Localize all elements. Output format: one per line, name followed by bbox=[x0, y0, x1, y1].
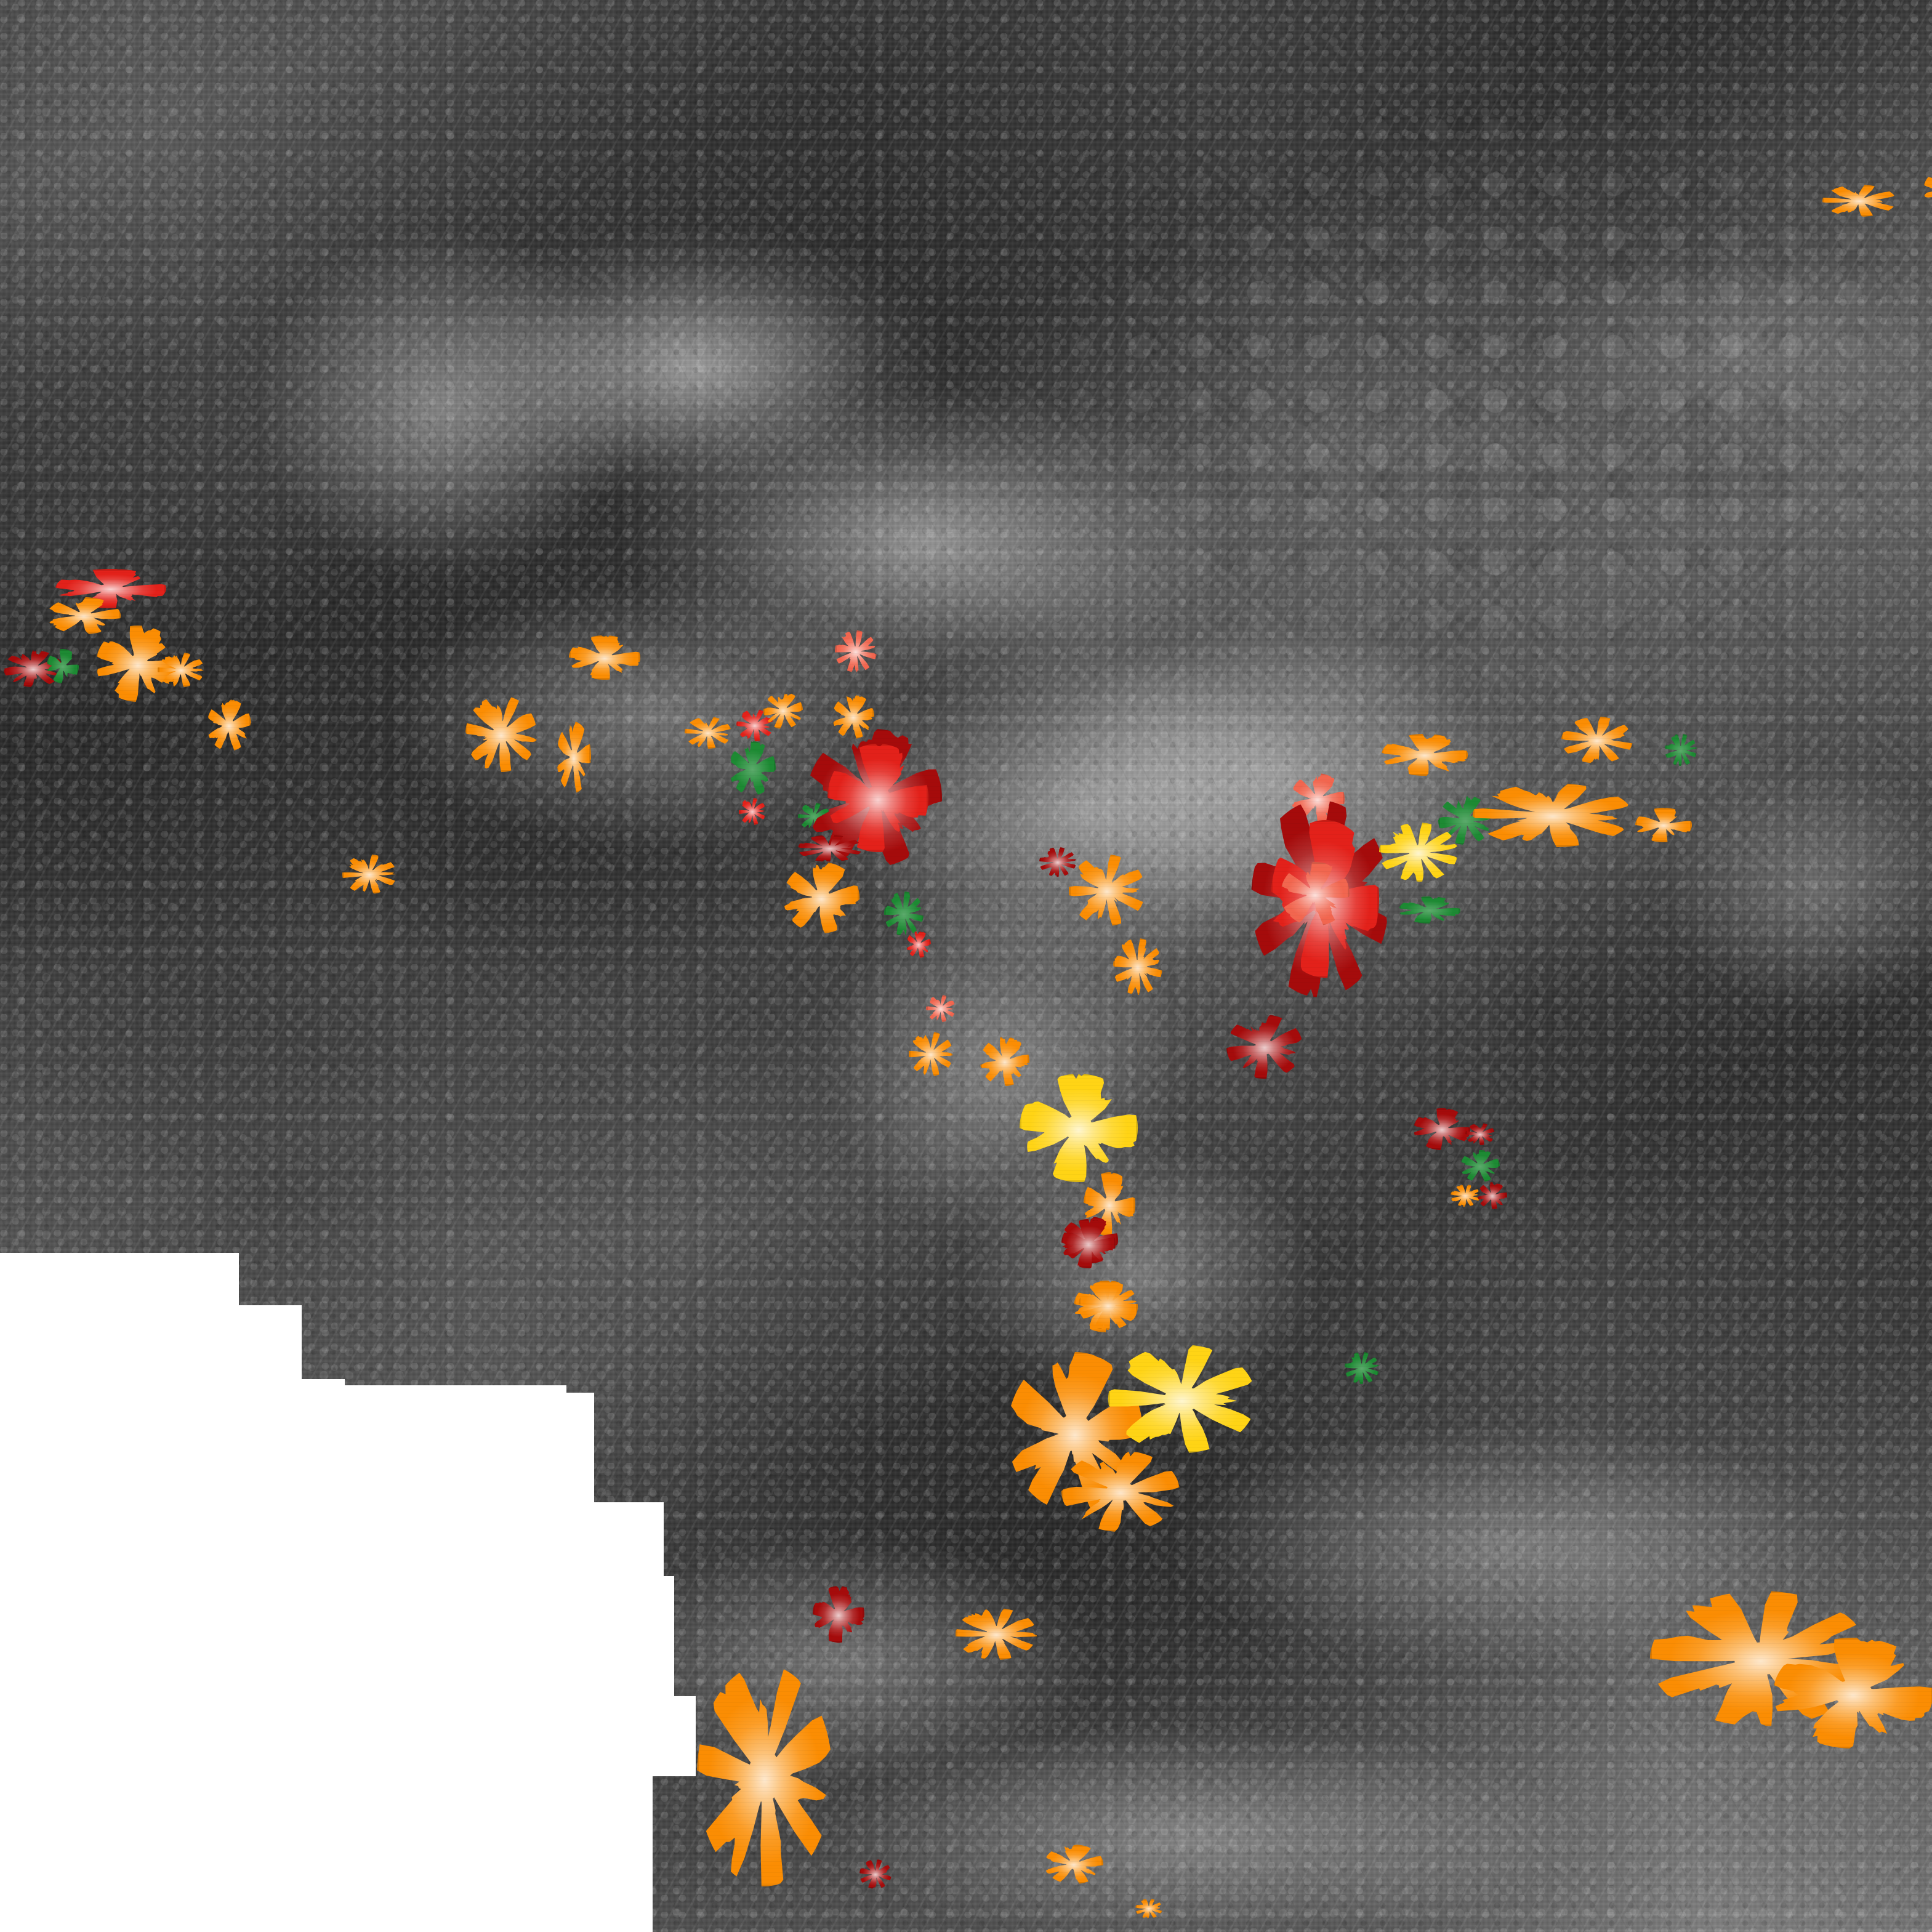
convective-cell-yellow bbox=[1379, 823, 1457, 882]
convective-cell-orange bbox=[1113, 938, 1162, 995]
convective-cell-orange bbox=[342, 855, 396, 894]
convective-cell-darkred bbox=[1465, 1123, 1495, 1145]
convective-cell-orange bbox=[1451, 1185, 1480, 1207]
cell-rim bbox=[813, 1586, 864, 1643]
convective-cell-darkred bbox=[1414, 1108, 1470, 1150]
convective-cell-orange bbox=[158, 653, 204, 687]
convective-cell-green bbox=[1665, 734, 1697, 766]
cell-rim bbox=[980, 1037, 1029, 1086]
cell-rim bbox=[1379, 823, 1457, 882]
cell-rim bbox=[1226, 1015, 1302, 1079]
convective-cell-yellow bbox=[1108, 1345, 1252, 1453]
convective-cell-orange bbox=[697, 1669, 831, 1886]
convective-cell-green bbox=[1461, 1150, 1500, 1182]
convective-cell-yellow bbox=[1020, 1074, 1138, 1182]
convective-cell-green bbox=[884, 892, 924, 936]
cell-rim bbox=[342, 855, 395, 893]
convective-cell-orange bbox=[956, 1608, 1037, 1660]
convective-cell-salmon bbox=[926, 995, 955, 1022]
convective-cell-orange bbox=[763, 693, 803, 729]
cell-rim bbox=[1473, 784, 1628, 847]
cell-rim bbox=[833, 694, 874, 738]
convective-cell-orange bbox=[1635, 808, 1692, 842]
convective-cell-orange bbox=[569, 635, 640, 680]
convective-cell-orange bbox=[685, 717, 731, 749]
convective-cell-orange bbox=[1822, 185, 1894, 217]
cell-rim bbox=[569, 635, 640, 680]
cell-rim bbox=[1046, 1845, 1103, 1883]
cell-rim bbox=[1665, 734, 1697, 766]
convective-cell-green bbox=[1399, 896, 1460, 924]
cell-rim bbox=[1069, 855, 1143, 925]
cell-cold-core bbox=[1478, 1182, 1507, 1209]
cell-rim bbox=[909, 1032, 953, 1076]
convective-cell-orange bbox=[833, 694, 874, 739]
cell-rim bbox=[835, 630, 877, 672]
cell-rim bbox=[956, 1609, 1037, 1660]
convective-cell-orange bbox=[1135, 1899, 1162, 1918]
cell-rim bbox=[763, 693, 803, 728]
cell-rim bbox=[1020, 1074, 1138, 1182]
convective-cell-orange bbox=[980, 1037, 1029, 1086]
convective-cell-darkred bbox=[813, 1586, 864, 1643]
convective-cell-green bbox=[1345, 1352, 1379, 1384]
convective-cell-salmon bbox=[835, 630, 877, 672]
cell-rim bbox=[1414, 1108, 1470, 1150]
cell-rim bbox=[158, 653, 204, 686]
convective-cell-orange bbox=[465, 697, 537, 772]
cell-rim bbox=[1451, 1185, 1479, 1207]
convective-cell-red bbox=[906, 931, 931, 958]
convective-cell-orange bbox=[1045, 1845, 1103, 1884]
cell-rim bbox=[1822, 185, 1894, 217]
convective-cell-orange bbox=[1061, 1451, 1180, 1532]
cell-rim bbox=[208, 699, 251, 751]
cell-rim bbox=[1478, 1182, 1507, 1209]
cell-rim bbox=[907, 931, 931, 957]
cell-rim bbox=[926, 995, 955, 1022]
cell-rim bbox=[1465, 1124, 1494, 1145]
cell-rim bbox=[1561, 717, 1632, 763]
convective-cell-orange bbox=[207, 699, 251, 751]
cell-rim bbox=[1382, 734, 1468, 776]
convective-cell-orange bbox=[784, 863, 859, 933]
cell-rim bbox=[1345, 1352, 1379, 1384]
convective-cell-orange bbox=[1069, 855, 1143, 926]
convective-cell-red bbox=[55, 569, 166, 608]
cell-rim bbox=[685, 717, 731, 749]
convective-cell-darkred bbox=[1039, 847, 1076, 877]
convective-cell-orange bbox=[1923, 166, 1932, 213]
cell-rim bbox=[1135, 1899, 1162, 1918]
cell-rim bbox=[1113, 938, 1162, 995]
cell-rim bbox=[55, 569, 166, 608]
cell-rim bbox=[1461, 1150, 1500, 1181]
convective-cell-green bbox=[730, 741, 776, 795]
cell-cold-core bbox=[1923, 166, 1932, 213]
cell-rim bbox=[884, 892, 924, 936]
cell-rim bbox=[1924, 166, 1932, 213]
convective-cell-darkred bbox=[1226, 1015, 1302, 1079]
convective-cell-orange bbox=[1473, 783, 1628, 847]
convective-cell-orange bbox=[557, 722, 591, 793]
convective-cell-orange bbox=[1561, 717, 1633, 763]
convective-cell-darkred bbox=[859, 1859, 892, 1889]
cell-rim bbox=[465, 698, 536, 772]
cell-rim bbox=[1039, 847, 1076, 877]
convective-cell-orange bbox=[1382, 734, 1468, 776]
convective-cell-orange bbox=[909, 1032, 953, 1076]
cell-rim bbox=[1399, 896, 1460, 924]
cell-rim bbox=[557, 722, 591, 792]
cell-rim bbox=[739, 798, 765, 825]
cell-rim bbox=[1061, 1452, 1180, 1532]
cell-rim bbox=[859, 1859, 891, 1888]
cell-rim bbox=[697, 1669, 831, 1886]
cell-rim bbox=[784, 863, 859, 933]
convective-cell-darkred bbox=[1478, 1182, 1507, 1209]
cell-rim bbox=[1108, 1345, 1252, 1453]
cell-rim bbox=[1635, 808, 1692, 842]
cell-rim bbox=[731, 741, 776, 795]
convective-cell-red bbox=[739, 798, 765, 825]
